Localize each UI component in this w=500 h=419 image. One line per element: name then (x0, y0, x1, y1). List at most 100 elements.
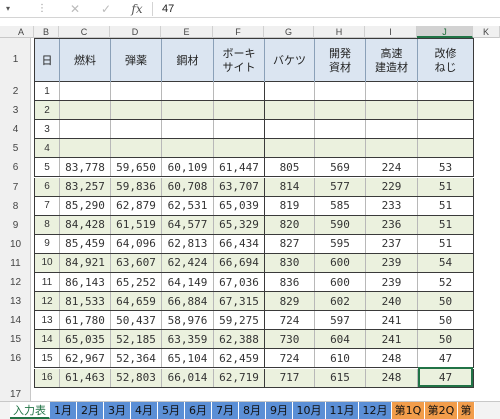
cell-f[interactable] (214, 120, 265, 139)
sheet-tab[interactable]: 第1Q (392, 402, 425, 419)
sheet-tab[interactable]: 8月 (239, 402, 266, 419)
row-header[interactable]: 8 (12, 200, 19, 212)
cell-h[interactable]: 610 (315, 349, 366, 368)
sheet-tab[interactable]: 7月 (212, 402, 239, 419)
cell-f[interactable]: 67,036 (214, 273, 265, 292)
cell-j[interactable]: 51 (438, 199, 453, 213)
cell-j[interactable]: 50 (438, 294, 453, 308)
row-header[interactable]: 9 (12, 219, 19, 231)
cell-g[interactable] (265, 120, 315, 139)
cell-e[interactable]: 65,104 (162, 349, 214, 368)
cell-day[interactable]: 8 (35, 215, 60, 234)
cell-f[interactable]: 67,315 (214, 292, 265, 311)
column-header-b[interactable]: B (34, 26, 59, 38)
cell-d[interactable] (111, 120, 162, 139)
cell-h[interactable] (315, 120, 366, 139)
cell-d[interactable]: 50,437 (111, 311, 162, 330)
header-bauxite[interactable]: ボーキ サイト (214, 39, 265, 83)
cell-e[interactable] (162, 139, 214, 158)
cell-d[interactable]: 65,252 (111, 273, 162, 292)
cell-f[interactable]: 62,719 (214, 368, 265, 387)
cell-g[interactable]: 827 (265, 234, 315, 253)
cell-d[interactable]: 62,879 (111, 196, 162, 215)
cell-d[interactable] (111, 139, 162, 158)
cell-f[interactable]: 66,694 (214, 253, 265, 272)
cell-i[interactable] (366, 139, 418, 158)
sheet-tab[interactable]: 2月 (77, 402, 104, 419)
sheet-tab[interactable]: 6月 (185, 402, 212, 419)
cell-c[interactable] (60, 120, 111, 139)
cell-day[interactable]: 3 (35, 120, 60, 139)
cell-h[interactable] (315, 82, 366, 101)
row-header[interactable]: 17 (9, 388, 22, 400)
cell-i[interactable]: 236 (366, 215, 418, 234)
column-header-c[interactable]: C (59, 26, 110, 38)
cell-e[interactable]: 62,813 (162, 234, 214, 253)
cell-c[interactable]: 61,780 (60, 311, 111, 330)
header-day[interactable]: 日 (35, 39, 60, 83)
cell-j[interactable]: 47 (438, 351, 453, 365)
cell-j[interactable]: 51 (438, 218, 453, 232)
row-header[interactable]: 12 (9, 277, 22, 288)
header-dev-material[interactable]: 開発 資材 (315, 39, 366, 83)
cell-g[interactable]: 830 (265, 253, 315, 272)
cell-g[interactable]: 814 (265, 177, 315, 196)
cell-f[interactable]: 61,447 (214, 158, 265, 177)
cell-d[interactable]: 63,607 (111, 253, 162, 272)
cell-f[interactable]: 65,039 (214, 196, 265, 215)
cell-h[interactable]: 595 (315, 234, 366, 253)
cell-h[interactable]: 604 (315, 330, 366, 349)
cell-day[interactable]: 13 (35, 311, 60, 330)
cell-day[interactable]: 10 (35, 253, 60, 272)
cell-h[interactable]: 600 (315, 273, 366, 292)
header-bucket[interactable]: バケツ (265, 39, 315, 83)
cell-h[interactable] (315, 139, 366, 158)
cell-f[interactable]: 62,459 (214, 349, 265, 368)
cell-d[interactable]: 64,659 (111, 292, 162, 311)
sheet-tab[interactable]: 10月 (293, 402, 326, 419)
cell-day[interactable]: 5 (35, 158, 60, 177)
cell-i[interactable]: 239 (366, 253, 418, 272)
cell-day[interactable]: 7 (35, 196, 60, 215)
cell-i[interactable]: 224 (366, 158, 418, 177)
column-header-g[interactable]: G (264, 26, 314, 38)
cell-c[interactable]: 84,921 (60, 253, 111, 272)
cell-day[interactable]: 16 (35, 368, 60, 387)
cell-e[interactable] (162, 120, 214, 139)
formula-bar-resize-handle[interactable]: ⋮ (37, 3, 47, 14)
cell-e[interactable] (162, 82, 214, 101)
cell-i[interactable]: 241 (366, 330, 418, 349)
cell-g[interactable] (265, 82, 315, 101)
row-header[interactable]: 2 (12, 86, 19, 97)
cell-d[interactable]: 52,803 (111, 368, 162, 387)
header-instant-construction[interactable]: 高速 建造材 (366, 39, 418, 83)
cell-e[interactable]: 58,976 (162, 311, 214, 330)
row-header[interactable]: 16 (9, 353, 22, 365)
cell-i[interactable]: 248 (366, 368, 418, 387)
name-box-dropdown-icon[interactable]: ▾ (5, 4, 10, 13)
column-header-f[interactable]: F (213, 26, 264, 38)
cell-i[interactable] (366, 82, 418, 101)
cell-h[interactable]: 590 (315, 215, 366, 234)
sheet-tab[interactable]: 11月 (326, 402, 359, 419)
cell-e[interactable]: 64,149 (162, 273, 214, 292)
cell-day[interactable]: 14 (35, 330, 60, 349)
cell-i[interactable] (366, 101, 418, 120)
cell-d[interactable]: 61,519 (111, 215, 162, 234)
sheet-tab[interactable]: 第3 (458, 402, 475, 419)
row-header[interactable]: 11 (10, 257, 21, 269)
cell-day[interactable]: 4 (35, 139, 60, 158)
sheet-tab[interactable]: 1月 (50, 402, 77, 419)
cell-c[interactable] (60, 101, 111, 120)
cell-i[interactable]: 233 (366, 196, 418, 215)
cell-e[interactable]: 60,708 (162, 177, 214, 196)
cell-i[interactable]: 241 (366, 311, 418, 330)
cell-i[interactable]: 239 (366, 273, 418, 292)
cell-f[interactable]: 65,329 (214, 215, 265, 234)
cell-d[interactable]: 52,364 (111, 349, 162, 368)
cell-c[interactable] (60, 82, 111, 101)
cell-j[interactable]: 54 (438, 256, 453, 270)
cell-g[interactable]: 819 (265, 196, 315, 215)
cell-j[interactable]: 50 (438, 313, 453, 327)
cell-f[interactable] (214, 82, 265, 101)
